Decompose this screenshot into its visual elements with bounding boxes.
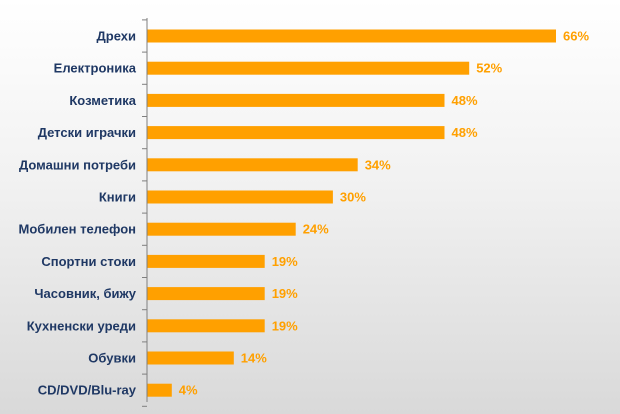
value-label: 19% [272,286,298,301]
category-label: Книги [99,190,136,205]
bar [147,93,445,107]
bar [147,287,265,301]
bar [147,126,445,140]
category-label: Мобилен телефон [19,222,136,237]
category-label: Кухненски уреди [27,318,136,333]
value-label: 4% [179,383,198,398]
bars-group [147,29,556,397]
category-label: Дрехи [97,29,136,44]
value-label: 19% [272,318,298,333]
category-label: Спортни стоки [41,254,136,269]
value-label: 48% [452,125,478,140]
category-label: Електроника [54,61,137,76]
bar [147,190,333,204]
bar [147,351,234,365]
category-labels: Дрехи Електроника Козметика Детски играчки Д… [19,29,137,398]
value-labels: 66% 52% 48% 48% 34% 30% 24% 19% 19% 19% 14% 4% [179,29,590,398]
bar [147,29,556,43]
bar [147,319,265,333]
category-label: Домашни потреби [19,157,136,172]
value-label: 66% [563,29,589,44]
value-label: 48% [452,93,478,108]
value-label: 34% [365,157,391,172]
value-label: 52% [476,61,502,76]
category-label: Детски играчки [38,125,136,140]
bar [147,61,470,75]
y-axis [142,18,148,407]
value-label: 24% [303,222,329,237]
value-label: 19% [272,254,298,269]
category-label: Часовник, бижу [34,286,136,301]
bar [147,158,358,172]
category-label: Козметика [69,93,136,108]
value-label: 14% [241,351,267,366]
category-label: CD/DVD/Blu-ray [38,383,137,398]
value-label: 30% [340,190,366,205]
bar [147,222,296,236]
bar [147,383,172,397]
category-label: Обувки [88,351,136,366]
bar [147,254,265,268]
